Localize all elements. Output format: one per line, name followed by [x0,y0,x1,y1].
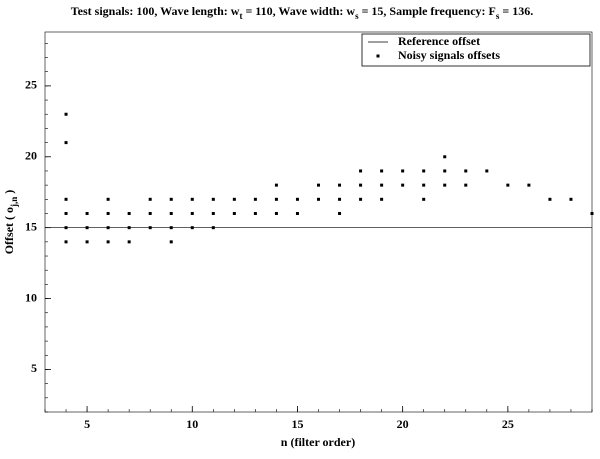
point [548,197,552,201]
x-tick-label: 5 [84,417,90,431]
point [106,197,110,201]
text-part: t [239,11,242,21]
point [590,211,594,215]
point [64,141,68,145]
point [338,197,342,201]
point [380,197,384,201]
y-axis-label: Offset ( oj,n ) [2,190,19,255]
point [401,183,405,187]
plot-frame [44,31,593,413]
point [464,169,468,173]
text-part: n (filter order) [281,435,355,449]
point [338,183,342,187]
text-part: s [496,11,500,21]
point [148,197,152,201]
point [422,197,426,201]
y-tick-label: 25 [25,78,37,92]
point [274,183,278,187]
point [401,169,405,173]
point [169,240,173,244]
point [127,226,131,230]
legend-box [361,33,591,67]
point [211,226,215,230]
text-part: s [355,11,359,21]
chart-title: Test signals: 100, Wave length: wt = 110… [71,4,533,21]
point [338,211,342,215]
point [169,197,173,201]
point [190,226,194,230]
x-tick-label: 15 [291,417,303,431]
x-axis-label: n (filter order) [281,435,355,449]
point [253,211,257,215]
point [253,197,257,201]
point [106,226,110,230]
point [85,240,89,244]
y-tick-label: 20 [25,149,37,163]
point [380,183,384,187]
point [127,211,131,215]
point [106,240,110,244]
point [485,169,489,173]
text-part: = 136. [499,4,533,18]
point [317,197,320,201]
point [148,211,152,215]
point [443,155,447,159]
point [527,183,531,187]
point [232,211,236,215]
legend-label: Reference offset [398,34,480,48]
point [295,197,299,201]
point [506,183,510,187]
text-part: ) [2,190,16,197]
point [380,169,384,173]
text-part: = 110, Wave width: w [242,4,355,18]
point [106,211,110,215]
point [211,211,215,215]
y-tick-label: 15 [25,219,37,233]
point [169,211,173,215]
text-part: j,n [9,197,19,208]
point [569,197,573,201]
point [232,197,236,201]
point [190,197,194,201]
point [359,197,363,201]
point [317,183,320,187]
point [169,226,173,230]
x-tick-label: 25 [502,417,514,431]
point [64,112,68,116]
point [295,211,299,215]
y-tick-label: 5 [31,361,37,375]
point [359,183,363,187]
x-tick-label: 10 [186,417,198,431]
y-tick-label: 10 [25,290,37,304]
legend-label: Noisy signals offsets [398,48,500,62]
point [274,197,278,201]
text-part: = 15, Sample frequency: F [359,4,496,18]
point [359,169,363,173]
point [443,183,447,187]
text-part: Offset ( o [2,207,16,254]
point [190,211,194,215]
point [85,226,89,230]
point [274,211,278,215]
point [443,169,447,173]
point [211,197,215,201]
point [148,226,152,230]
legend-marker [376,54,380,58]
point [64,226,68,230]
point [127,240,131,244]
point [64,197,68,201]
text-part: Test signals: 100, Wave length: w [71,4,240,18]
point [64,240,68,244]
point [64,211,68,215]
x-tick-label: 20 [397,417,409,431]
point [422,169,426,173]
point [422,183,426,187]
point [464,183,468,187]
point [85,211,89,215]
